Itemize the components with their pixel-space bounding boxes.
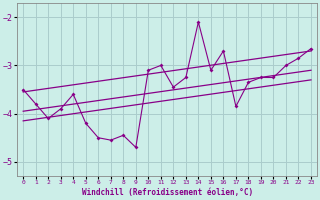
X-axis label: Windchill (Refroidissement éolien,°C): Windchill (Refroidissement éolien,°C)	[82, 188, 253, 197]
